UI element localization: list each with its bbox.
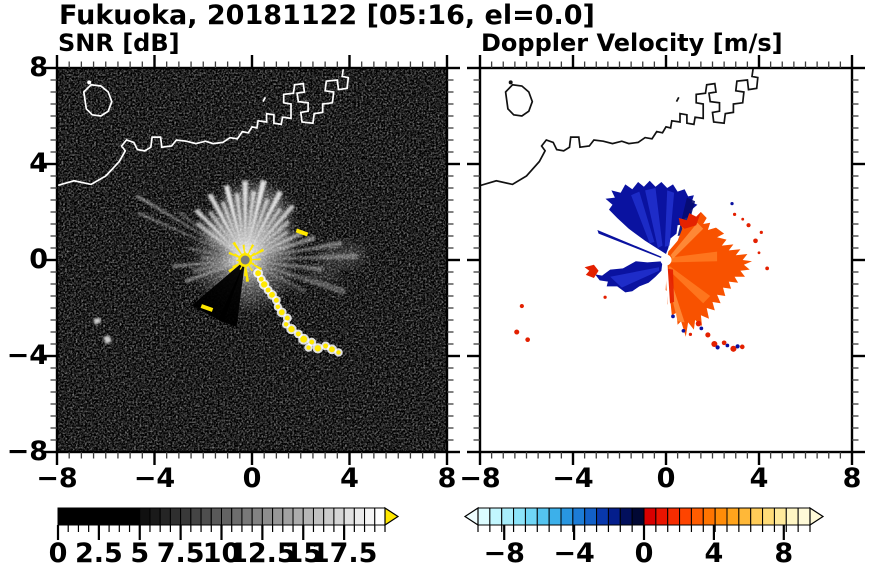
x-tick-label: 8: [437, 463, 457, 494]
velocity-speck: [739, 344, 745, 350]
velocity-speck: [730, 201, 734, 206]
coastline: [57, 68, 350, 187]
velocity-region-sw-streak: [610, 267, 659, 288]
velocity-region-fan-streak-2: [664, 190, 675, 247]
snr-panel-title: SNR [dB]: [58, 29, 180, 57]
underflow-arrow: [463, 506, 479, 527]
snr-colorbar-label: 0: [48, 538, 68, 569]
figure-title: Fukuoka, 20181122 [05:16, el=0.0]: [59, 0, 595, 31]
velocity-region-orange-streak-se: [668, 266, 711, 304]
snr-colorbar-label: 15: [284, 538, 323, 569]
snr-colorbar-label: 2.5: [74, 538, 123, 569]
island-outline: [504, 83, 534, 117]
velocity-speck: [711, 340, 718, 348]
panel-frames-and-ticks: [44, 55, 865, 465]
clutter-dash: [295, 228, 309, 237]
velocity-speck: [741, 217, 745, 221]
islet: [87, 80, 92, 85]
snr-colorbar-label: 7.5: [156, 538, 205, 569]
velocity-speck: [746, 223, 751, 228]
x-tick-label: −8: [459, 463, 501, 494]
doppler-field: [514, 180, 769, 352]
velocity-speck: [681, 328, 686, 333]
coastline: [480, 68, 759, 187]
y-tick-label: 4: [29, 148, 48, 179]
doppler-panel-title: Doppler Velocity [m/s]: [481, 29, 783, 57]
y-tick-label: −8: [6, 436, 48, 467]
x-tick-label: 4: [749, 463, 769, 494]
velocity-region-fan-streak-3: [631, 191, 655, 244]
overflow-arrow: [384, 506, 400, 527]
colorbars: [56, 506, 825, 540]
x-tick-label: −4: [552, 463, 594, 494]
velocity-speck: [765, 266, 769, 271]
velocity-colorbar-label: −8: [483, 538, 525, 569]
radar-site-marker: [660, 254, 672, 266]
velocity-speck: [753, 238, 758, 244]
snr-colorbar-label: 5: [130, 538, 150, 569]
snr-colorbar: [56, 506, 400, 540]
velocity-speck: [671, 314, 675, 319]
clutter-dash: [200, 304, 214, 312]
island-outline: [82, 83, 113, 117]
sea-clutter-blob: [103, 335, 112, 344]
sea-clutter-blob: [93, 317, 101, 325]
coast-fragment: [675, 96, 680, 103]
radar-starburst: [135, 179, 358, 296]
velocity-speck: [514, 329, 520, 335]
velocity-speck: [705, 332, 711, 338]
coast-fragment: [262, 96, 267, 103]
velocity-region-fan-streak-1: [645, 188, 663, 248]
x-tick-label: 0: [242, 463, 262, 494]
radar-site-marker: [228, 241, 264, 282]
beam-gap: [662, 259, 668, 304]
velocity-region-red-top-edge: [678, 212, 701, 229]
x-tick-label: −8: [36, 463, 78, 494]
velocity-speck: [721, 340, 727, 346]
x-tick-label: −4: [133, 463, 176, 494]
velocity-speck: [715, 345, 720, 350]
islet: [508, 80, 513, 85]
snr-colorbar-label: 17.5: [310, 538, 378, 569]
snr-panel-plot: [57, 68, 447, 452]
velocity-region-west-red-patch: [584, 264, 599, 278]
velocity-speck: [525, 337, 530, 343]
velocity-speck: [603, 295, 607, 299]
overflow-arrow: [809, 506, 825, 527]
snr-colorbar-label: 10: [202, 538, 241, 569]
shadow-wedge: [218, 260, 246, 328]
faint-echo-cloud: [317, 242, 367, 269]
velocity-speck: [519, 303, 524, 309]
ground-clutter-trail: [253, 268, 343, 357]
velocity-region-orange-streak-e: [669, 251, 718, 263]
velocity-speck: [735, 344, 740, 349]
snr-colorbar-label: 12.5: [229, 538, 296, 569]
velocity-colorbar-label: 8: [774, 538, 794, 569]
velocity-speck: [699, 326, 704, 331]
velocity-speck: [732, 212, 737, 217]
velocity-region-nw-thin-ray: [597, 230, 665, 260]
y-tick-label: 8: [29, 52, 48, 83]
faint-echo-cloud: [305, 264, 340, 284]
velocity-region-orange-streak-ne: [670, 222, 704, 259]
x-tick-label: 0: [656, 463, 676, 494]
velocity-speck: [688, 332, 693, 337]
x-tick-label: 4: [340, 463, 359, 494]
velocity-speck: [757, 251, 761, 255]
doppler-panel-plot: [480, 68, 852, 452]
velocity-colorbar-label: 4: [704, 538, 724, 569]
velocity-colorbar-label: 0: [634, 538, 654, 569]
velocity-colorbar: [463, 506, 825, 540]
velocity-speck: [725, 343, 730, 348]
y-tick-label: 0: [29, 244, 48, 275]
velocity-speck: [695, 320, 702, 327]
x-tick-label: 8: [842, 463, 862, 494]
y-tick-label: −4: [6, 340, 48, 371]
velocity-speck: [730, 345, 737, 352]
velocity-speck: [759, 230, 763, 235]
velocity-colorbar-label: −4: [553, 538, 595, 569]
